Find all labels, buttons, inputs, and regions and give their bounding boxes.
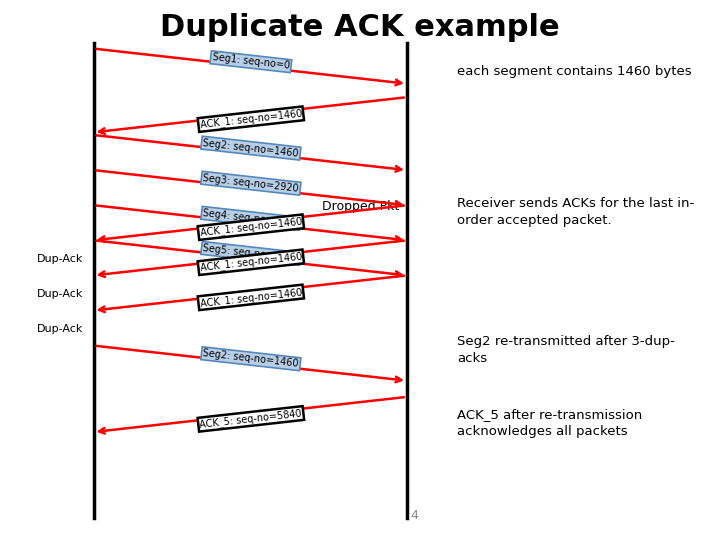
Text: Dup-Ack: Dup-Ack [37,325,83,334]
Text: ACK_1: seq-no=1460: ACK_1: seq-no=1460 [199,251,302,273]
Text: ACK_5 after re-transmission
acknowledges all packets: ACK_5 after re-transmission acknowledges… [457,408,642,438]
Text: Seg4: seq-no=4380: Seg4: seq-no=4380 [202,208,300,228]
Text: Dup-Ack: Dup-Ack [37,289,83,299]
Text: 4: 4 [410,509,418,522]
Text: Seg5: seq-no=4380: Seg5: seq-no=4380 [202,243,300,264]
Text: Duplicate ACK example: Duplicate ACK example [160,14,560,43]
Text: ACK_1: seq-no=1460: ACK_1: seq-no=1460 [199,216,302,238]
Text: each segment contains 1460 bytes: each segment contains 1460 bytes [457,65,692,78]
Text: Seg3: seq-no=2920: Seg3: seq-no=2920 [202,173,300,193]
Text: ACK_5: seq-no=5840: ACK_5: seq-no=5840 [199,408,302,430]
Text: Seg1: seq-no=0: Seg1: seq-no=0 [212,52,290,71]
Text: Seg2: seq-no=1460: Seg2: seq-no=1460 [202,348,300,369]
Text: Dropped Pkt: Dropped Pkt [323,200,400,213]
Text: ACK_1: seq-no=1460: ACK_1: seq-no=1460 [199,108,302,130]
Text: Seg2: seq-no=1460: Seg2: seq-no=1460 [202,138,300,158]
Text: Receiver sends ACKs for the last in-
order accepted packet.: Receiver sends ACKs for the last in- ord… [457,197,695,227]
Text: Dup-Ack: Dup-Ack [37,254,83,264]
Text: ACK_1: seq-no=1460: ACK_1: seq-no=1460 [199,286,302,308]
Text: Seg2 re-transmitted after 3-dup-
acks: Seg2 re-transmitted after 3-dup- acks [457,335,675,365]
